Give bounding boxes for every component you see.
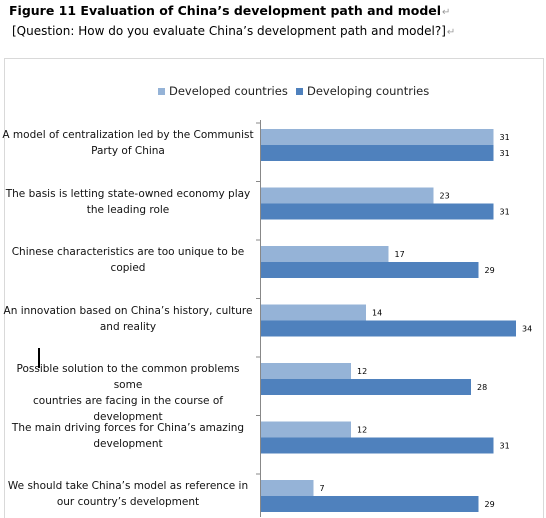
- bar-developing: [261, 320, 516, 337]
- category-label: The main driving forces for China’s amaz…: [2, 420, 254, 452]
- bar-developing: [261, 437, 494, 454]
- category-label-line: the leading role: [86, 203, 170, 216]
- category-label-line: We should take China’s model as referenc…: [7, 480, 249, 492]
- data-label-developed: 23: [440, 192, 450, 201]
- data-label-developing: 29: [485, 266, 495, 275]
- data-label-developing: 31: [500, 208, 510, 217]
- legend-label-developing: Developing countries: [307, 84, 430, 98]
- category-label-line: The basis is letting state-owned economy…: [5, 187, 251, 200]
- bar-developed: [261, 246, 389, 262]
- data-label-developing: 28: [477, 383, 487, 392]
- bar-developed: [261, 129, 494, 145]
- legend-item-developing: Developing countries: [296, 84, 429, 98]
- data-label-developed: 17: [395, 250, 405, 259]
- figure-subtitle: [Question: How do you evaluate China’s d…: [12, 24, 456, 38]
- legend-label-developed: Developed countries: [169, 84, 288, 98]
- category-label-line: Party of China: [91, 145, 165, 157]
- text-cursor: [38, 348, 40, 368]
- category-label-line: copied: [110, 262, 146, 274]
- data-label-developed: 12: [357, 367, 367, 376]
- bar-developing: [261, 496, 479, 512]
- data-label-developing: 31: [500, 149, 510, 158]
- category-label-line: and reality: [99, 320, 157, 333]
- data-label-developing: 29: [485, 500, 495, 509]
- bar-developed: [261, 421, 351, 438]
- category-label: A model of centralization led by the Com…: [2, 127, 254, 159]
- data-label-developed: 12: [357, 426, 367, 435]
- bar-developed: [261, 480, 314, 496]
- legend-item-developed: Developed countries: [158, 84, 288, 98]
- bar-developed: [261, 187, 434, 204]
- category-label-line: An innovation based on China’s history, …: [3, 304, 253, 317]
- bar-developing: [261, 262, 479, 278]
- legend-swatch-developing: [296, 87, 303, 95]
- data-label-developing: 34: [522, 325, 532, 334]
- category-label-line: our country’s development: [56, 496, 200, 508]
- category-axis-line: [260, 120, 261, 517]
- category-label-line: A model of centralization led by the Com…: [2, 129, 254, 141]
- data-label-developing: 31: [500, 442, 510, 451]
- category-label: The basis is letting state-owned economy…: [2, 186, 254, 218]
- bar-developed: [261, 363, 351, 379]
- category-label: Chinese characteristics are too unique t…: [2, 244, 254, 276]
- bar-developing: [261, 145, 494, 161]
- category-label: Possible solution to the common problems…: [2, 361, 254, 425]
- figure-title: Figure 11 Evaluation of China’s developm…: [9, 3, 451, 18]
- legend-swatch-developed: [158, 87, 165, 95]
- data-label-developed: 31: [500, 133, 510, 142]
- category-label: An innovation based on China’s history, …: [2, 303, 254, 335]
- category-label: We should take China’s model as referenc…: [2, 478, 254, 510]
- bar-developing: [261, 203, 494, 220]
- data-label-developed: 7: [320, 484, 325, 493]
- category-label-line: Possible solution to the common problems…: [16, 363, 240, 391]
- category-label-line: countries are facing in the course of de…: [33, 395, 223, 423]
- bar-developing: [261, 379, 471, 395]
- data-label-developed: 14: [372, 309, 382, 318]
- category-label-line: Chinese characteristics are too unique t…: [11, 246, 245, 258]
- category-label-line: The main driving forces for China’s amaz…: [11, 421, 245, 434]
- bar-developed: [261, 304, 366, 321]
- category-label-line: development: [93, 437, 163, 450]
